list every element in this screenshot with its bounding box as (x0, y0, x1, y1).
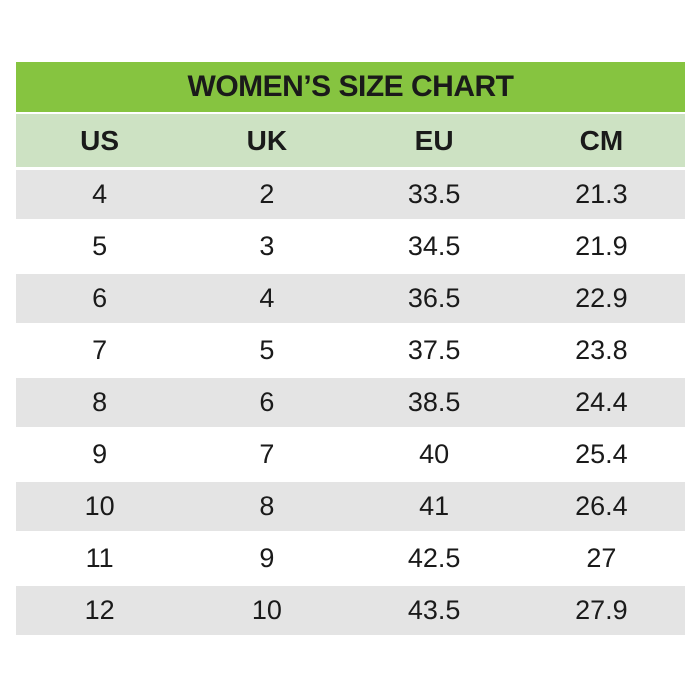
table-row: 10 8 41 26.4 (16, 482, 685, 531)
cell-us: 12 (84, 595, 115, 625)
womens-size-chart-table: WOMEN’S SIZE CHART US UK EU CM 4 2 33.5 21.… (16, 62, 685, 638)
cell-us: 11 (85, 543, 114, 573)
cell-eu: 41 (419, 491, 450, 521)
chart-title-bar: WOMEN’S SIZE CHART (16, 62, 685, 112)
cell-eu: 36.5 (407, 283, 461, 313)
table-row: 12 10 43.5 27.9 (16, 586, 685, 635)
cell-us: 6 (92, 283, 108, 313)
cell-eu: 43.5 (407, 595, 461, 625)
column-header-eu: EU (414, 124, 454, 156)
cell-cm: 23.8 (575, 335, 628, 365)
table-row: 7 5 37.5 23.8 (16, 326, 685, 375)
cell-cm: 24.4 (575, 387, 628, 417)
cell-cm: 21.9 (575, 231, 628, 261)
table-row: 11 9 42.5 27 (16, 534, 685, 583)
column-header-cm: CM (579, 124, 624, 156)
cell-eu: 33.5 (407, 179, 461, 209)
table-row: 6 4 36.5 22.9 (16, 274, 685, 323)
chart-title: WOMEN’S SIZE CHART (187, 70, 515, 103)
header-row: US UK EU CM (16, 114, 685, 167)
cell-cm: 27.9 (575, 595, 628, 625)
cell-uk: 6 (259, 387, 275, 417)
table-row: 5 3 34.5 21.9 (16, 222, 685, 271)
cell-us: 10 (84, 491, 115, 521)
table-row: 4 2 33.5 21.3 (16, 170, 685, 219)
cell-us: 4 (92, 179, 108, 209)
cell-eu: 42.5 (407, 543, 461, 573)
rows-container: 4 2 33.5 21.3 5 3 34.5 21.9 6 4 36.5 22.9 7 5 37.5 23.8… (16, 170, 685, 635)
cell-eu: 34.5 (407, 231, 461, 261)
cell-uk: 2 (259, 179, 275, 209)
cell-uk: 8 (259, 491, 275, 521)
cell-us: 9 (92, 439, 108, 469)
column-header-us: US (80, 124, 120, 156)
cell-cm: 26.4 (575, 491, 628, 521)
cell-uk: 7 (259, 439, 275, 469)
cell-eu: 38.5 (407, 387, 461, 417)
cell-uk: 9 (259, 543, 275, 573)
cell-eu: 40 (419, 439, 450, 469)
cell-us: 5 (92, 231, 108, 261)
cell-cm: 25.4 (575, 439, 628, 469)
cell-cm: 22.9 (575, 283, 628, 313)
cell-cm: 21.3 (575, 179, 628, 209)
table-row: 9 7 40 25.4 (16, 430, 685, 479)
table-row: 8 6 38.5 24.4 (16, 378, 685, 427)
cell-uk: 5 (259, 335, 275, 365)
cell-uk: 10 (251, 595, 282, 625)
cell-uk: 4 (259, 283, 275, 313)
cell-us: 8 (92, 387, 108, 417)
column-header-uk: UK (246, 124, 288, 156)
cell-us: 7 (92, 335, 108, 365)
cell-cm: 27 (586, 543, 617, 573)
cell-eu: 37.5 (407, 335, 461, 365)
cell-uk: 3 (259, 231, 275, 261)
